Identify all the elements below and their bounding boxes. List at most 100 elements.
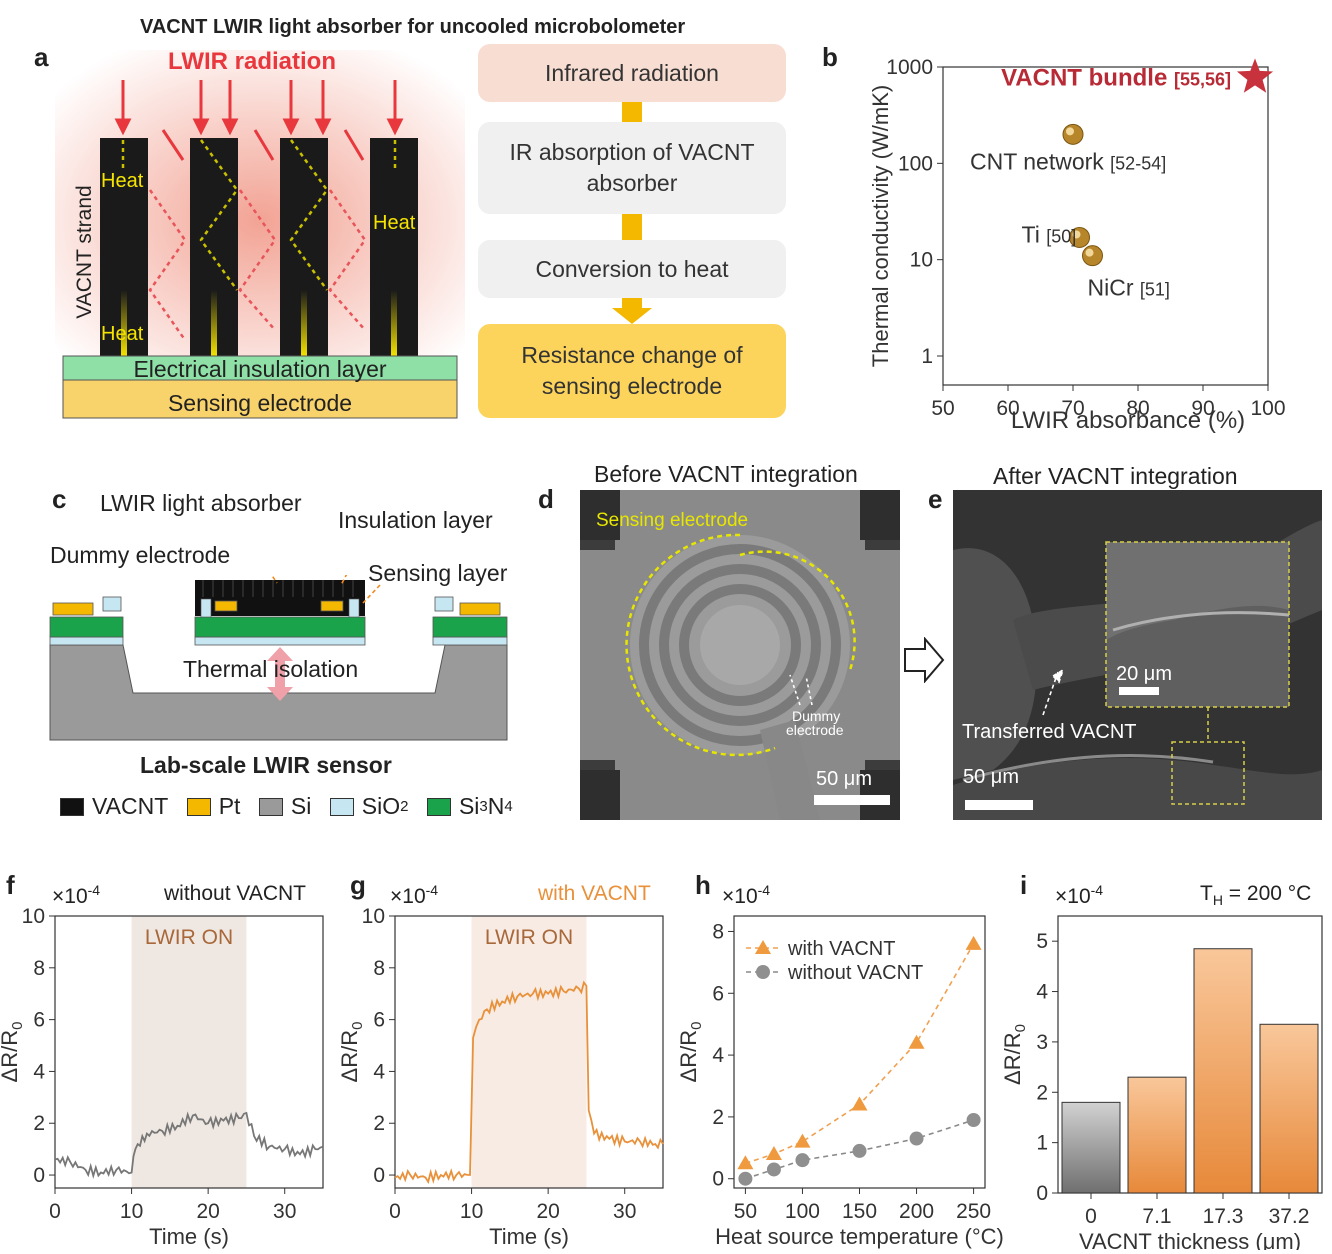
with-vacnt-point [737,1155,754,1170]
flow-step-3: Conversion to heat [478,240,786,298]
bar [1259,1023,1319,1194]
pt-layer [434,596,454,612]
electrode-label: Sensing electrode [167,390,353,416]
lwir-on-label: LWIR ON [145,926,233,949]
x-tick-label: 80 [1126,397,1149,420]
transferred-vacnt-label: Transferred VACNT [962,721,1137,743]
pt-layer [320,600,344,612]
panel-a-label: a [34,42,49,72]
vacnt-bundle-point [1236,58,1274,93]
inset-scale-label: 20 μm [1116,663,1172,685]
reflection-arrows [148,189,367,341]
x-tick-label: 50 [734,1200,757,1223]
y-tick-label: 10 [362,905,385,928]
x-tick-label: 30 [613,1200,636,1223]
lwir-on-label: LWIR ON [485,926,573,949]
insulation-layer-label: Insulation layer [338,507,493,533]
y-tick-label: 3 [1036,1031,1048,1054]
x-tick-label: 200 [899,1200,934,1223]
x-tick-label: 0 [49,1200,61,1223]
y-tick-label: 2 [373,1112,385,1135]
insulation-label: Electrical insulation layer [133,356,387,382]
y-tick-label: 8 [33,957,45,980]
legend-item-vacnt: VACNT [60,793,168,820]
panel-a-schematic [55,50,465,419]
dummy-electrode-label: Dummy electrode [50,542,231,568]
lwir-on-region [131,916,247,1188]
without-vacnt-point [738,1171,753,1186]
with-vacnt-point [794,1133,811,1148]
material-point [1062,123,1084,145]
panel-f-chart: 0 10 20 30 0 2 4 6 8 10 Time (s) ΔR/R0 LWIR ON [0,905,324,1249]
y-axis-label: Thermal conductivity (W/mK) [868,85,893,367]
flow-step-1: Infrared radiation [478,44,786,102]
response-trace-without-vacnt [54,1111,324,1179]
x-tick-label: 0 [389,1200,401,1223]
pt-layer [459,602,501,616]
y-tick-label: 4 [712,1044,724,1067]
panel-h-label: h [695,870,711,900]
plot-frame [394,915,664,1189]
legend-item-si3n4: Si 3 N 4 [426,793,513,820]
x-axis-label: Heat source temperature (°C) [715,1224,1004,1249]
heat-label: Heat [373,212,416,234]
panel-b-label: b [822,42,838,72]
insulation-layer [62,355,458,381]
y-tick-label: 1 [1036,1132,1048,1155]
x-tick-label: 30 [273,1200,296,1223]
bar [1061,1101,1121,1194]
x-tick-label: 90 [1191,397,1214,420]
panel-i-multiplier: ×10-4 [1055,882,1104,908]
x-axis-label: Time (s) [489,1224,569,1249]
plot-frame [1057,915,1323,1194]
legend-item-si: Si [258,793,311,820]
x-tick-label: 10 [120,1200,143,1223]
y-tick-label: 0 [373,1164,385,1187]
point-highlight [1072,230,1081,239]
dummy-label: Dummy [792,708,841,724]
response-trace-with-vacnt [394,980,664,1185]
y-tick-label: 6 [373,1009,385,1032]
without-vacnt-point [966,1113,981,1127]
dummy-label: electrode [786,722,844,738]
y-tick-label: 4 [1036,981,1048,1004]
material-label: Ti [50] [1022,221,1077,247]
panel-i-chart: 0 7.1 17.3 37.2 0 1 2 3 4 5 VACNT thickness (μm) ΔR… [1000,915,1323,1250]
material-label: NiCr [51] [1088,275,1170,301]
y-axis-label: ΔR/R0 [340,1022,366,1083]
panel-f-label: f [6,870,15,900]
y-tick-label: 8 [712,920,724,943]
heat-label: Heat [101,323,144,345]
panel-g-condition: with VACNT [538,882,651,905]
bar [1193,948,1253,1194]
material-point [1082,245,1103,267]
without-vacnt-point [909,1131,924,1146]
panel-c-label: c [52,484,67,514]
figure-title: VACNT LWIR light absorber for uncooled m… [140,16,686,38]
panel-i-condition: TH = 200 °C [1200,882,1312,909]
panel-g-label: g [350,870,366,900]
y-tick-label: 0 [33,1164,45,1187]
x-tick-label: 0 [1085,1205,1097,1228]
y-tick-label: 0 [1036,1182,1048,1205]
y-tick-label: 4 [33,1060,45,1083]
with-vacnt-point [851,1096,868,1111]
scale-bar-label: 50 μm [963,766,1019,788]
sem-image-before [580,490,900,820]
lwir-radiation-label: LWIR radiation [168,48,336,75]
panel-f-multiplier: ×10-4 [52,882,101,908]
y-tick-label: 1000 [886,56,933,79]
point-highlight [1066,127,1074,136]
legend-marker [756,965,770,979]
panel-d-title: Before VACNT integration [594,461,858,487]
plot-frame [942,66,1269,386]
x-tick-label: 50 [931,397,954,420]
x-tick-label: 17.3 [1203,1205,1244,1228]
y-tick-label: 10 [910,249,933,272]
legend-item-pt: Pt [186,793,240,820]
x-tick-label: 100 [1250,397,1285,420]
si3n4-layer [194,616,366,638]
scale-bar-label: 50 μm [816,768,872,790]
incoming-radiation-arrows [114,80,404,161]
thermal-isolation-label: Thermal isolation [183,656,359,682]
